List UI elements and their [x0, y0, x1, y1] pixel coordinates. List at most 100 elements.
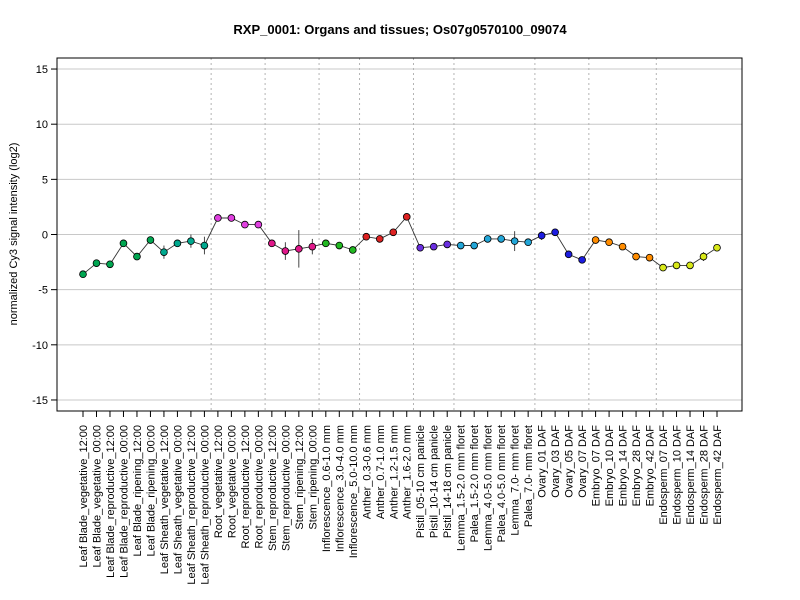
y-tick-label: 5 [42, 174, 48, 186]
x-tick-label: Embryo_28 DAF [631, 425, 643, 507]
data-point [200, 241, 209, 250]
x-tick-label: Embryo_14 DAF [618, 425, 630, 507]
data-point [605, 238, 613, 247]
x-tick-label: Anther_1.6-2.0 mm [402, 425, 414, 519]
x-tick-label: Ovary_05 DAF [564, 425, 576, 498]
x-tick-label: Palea_4.0-5.0 mm floret [496, 425, 508, 542]
data-point [645, 253, 654, 262]
y-axis: 15 10 5 0 -5 -10 -15 [32, 64, 57, 407]
x-tick-label: Embryo_42 DAF [645, 425, 657, 507]
x-tick-label: Anther_0.3-0.6 mm [361, 425, 373, 519]
data-point [375, 235, 384, 243]
data-point [713, 243, 721, 252]
x-tick-label: Lemma_7.0- mm floret [510, 425, 522, 536]
x-tick-label: Root_reproductive_00:00 [253, 425, 265, 549]
data-point [510, 237, 519, 245]
data-point [524, 238, 532, 247]
data-point [699, 252, 708, 261]
x-tick-label: Ovary_01 DAF [537, 425, 549, 498]
data-point [470, 241, 478, 250]
data-point [281, 247, 290, 255]
data-point [402, 213, 411, 221]
chart-title: RXP_0001: Organs and tissues; Os07g05701… [233, 22, 567, 37]
data-point [254, 220, 263, 229]
x-tick-label: Endosperm_14 DAF [685, 425, 697, 525]
data-point [227, 214, 236, 222]
x-tick-label: Inflorescence_5.0-10.0 mm [348, 425, 360, 558]
x-tick-label: Embryo_07 DAF [591, 425, 603, 507]
y-tick-label: 0 [42, 230, 48, 242]
x-tick-label: Leaf Blade_vegetative_00:00 [91, 425, 103, 568]
data-point [389, 228, 398, 237]
y-tick-label: 15 [36, 64, 48, 76]
data-point [214, 214, 222, 222]
x-tick-label: Endosperm_10 DAF [672, 425, 684, 525]
data-point [187, 237, 195, 245]
x-tick-label: Lemma_4.0-5.0 mm floret [483, 425, 495, 551]
data-point [133, 252, 141, 261]
data-point [591, 236, 600, 244]
x-tick-label: Leaf Sheath_vegetative_00:00 [172, 425, 184, 574]
data-point [416, 243, 425, 252]
data-point [348, 246, 357, 254]
x-tick-label: Pistil_05-10 cm panicle [415, 425, 427, 538]
x-tick-label: Stem_ripening_12:00 [294, 425, 306, 530]
x-tick-label: Endosperm_28 DAF [699, 425, 711, 525]
x-tick-label: Leaf Blade_reproductive_12:00 [105, 425, 117, 578]
x-tick-label: Root_vegetative_00:00 [226, 425, 238, 538]
data-point [632, 252, 640, 261]
plot-frame [56, 57, 743, 412]
x-tick-label: Ovary_03 DAF [550, 425, 562, 498]
x-tick-label: Leaf Blade_vegetative_12:00 [78, 425, 90, 568]
x-tick-label: Inflorescence_3.0-4.0 mm [334, 425, 346, 552]
data-point [92, 259, 101, 267]
y-tick-label: -5 [38, 285, 48, 297]
x-axis: Leaf Blade_vegetative_12:00 Leaf Blade_ve… [78, 411, 724, 585]
x-tick-label: Endosperm_07 DAF [658, 425, 670, 525]
x-tick-label: Stem_reproductive_12:00 [267, 425, 279, 551]
y-tick-label: -15 [32, 395, 48, 407]
data-point [429, 242, 438, 251]
x-tick-label: Leaf Sheath_vegetative_12:00 [159, 425, 171, 574]
data-point [578, 256, 586, 264]
x-tick-label: Leaf Sheath_reproductive_12:00 [186, 425, 198, 585]
x-tick-label: Root_reproductive_12:00 [240, 425, 252, 549]
data-point [173, 239, 182, 248]
x-tick-label: Ovary_07 DAF [577, 425, 589, 498]
x-tick-label: Anther_0.7-1.0 mm [375, 425, 387, 519]
x-tick-label: Stem_reproductive_00:00 [280, 425, 292, 551]
x-tick-label: Palea_1.5-2.0 mm floret [469, 425, 481, 542]
y-axis-label: normalized Cy3 signal intensity (log2) [8, 143, 20, 326]
data-point [295, 245, 303, 253]
data-point [241, 220, 249, 229]
data-point [537, 231, 546, 240]
x-tick-label: Anther_1.2-1.5 mm [388, 425, 400, 519]
x-tick-label: Lemma_1.5-2.0 mm floret [456, 425, 468, 551]
data-point [308, 242, 317, 251]
x-tick-label: Stem_ripening_00:00 [307, 425, 319, 530]
data-point [106, 260, 114, 269]
data-point [456, 241, 465, 250]
data-point [564, 250, 573, 259]
x-tick-label: Leaf Blade_ripening_00:00 [145, 425, 157, 557]
x-tick-label: Leaf Blade_ripening_12:00 [132, 425, 144, 557]
data-point [146, 236, 155, 244]
data-point [551, 228, 559, 237]
x-tick-label: Embryo_10 DAF [604, 425, 616, 507]
data-point [119, 239, 128, 248]
data-point [362, 232, 371, 241]
data-point [79, 270, 87, 279]
data-point [497, 235, 505, 243]
data-point [268, 239, 276, 248]
data-point [672, 261, 681, 270]
data-point [322, 239, 330, 248]
x-tick-label: Leaf Blade_reproductive_00:00 [118, 425, 130, 578]
x-tick-label: Endosperm_42 DAF [712, 425, 724, 525]
x-tick-label: Pistil_14-18 cm panicle [442, 425, 454, 538]
x-tick-label: Root_vegetative_12:00 [213, 425, 225, 538]
data-point [659, 263, 667, 272]
y-tick-label: 10 [36, 119, 48, 131]
grid-lines [57, 68, 742, 401]
data-points [79, 213, 721, 279]
